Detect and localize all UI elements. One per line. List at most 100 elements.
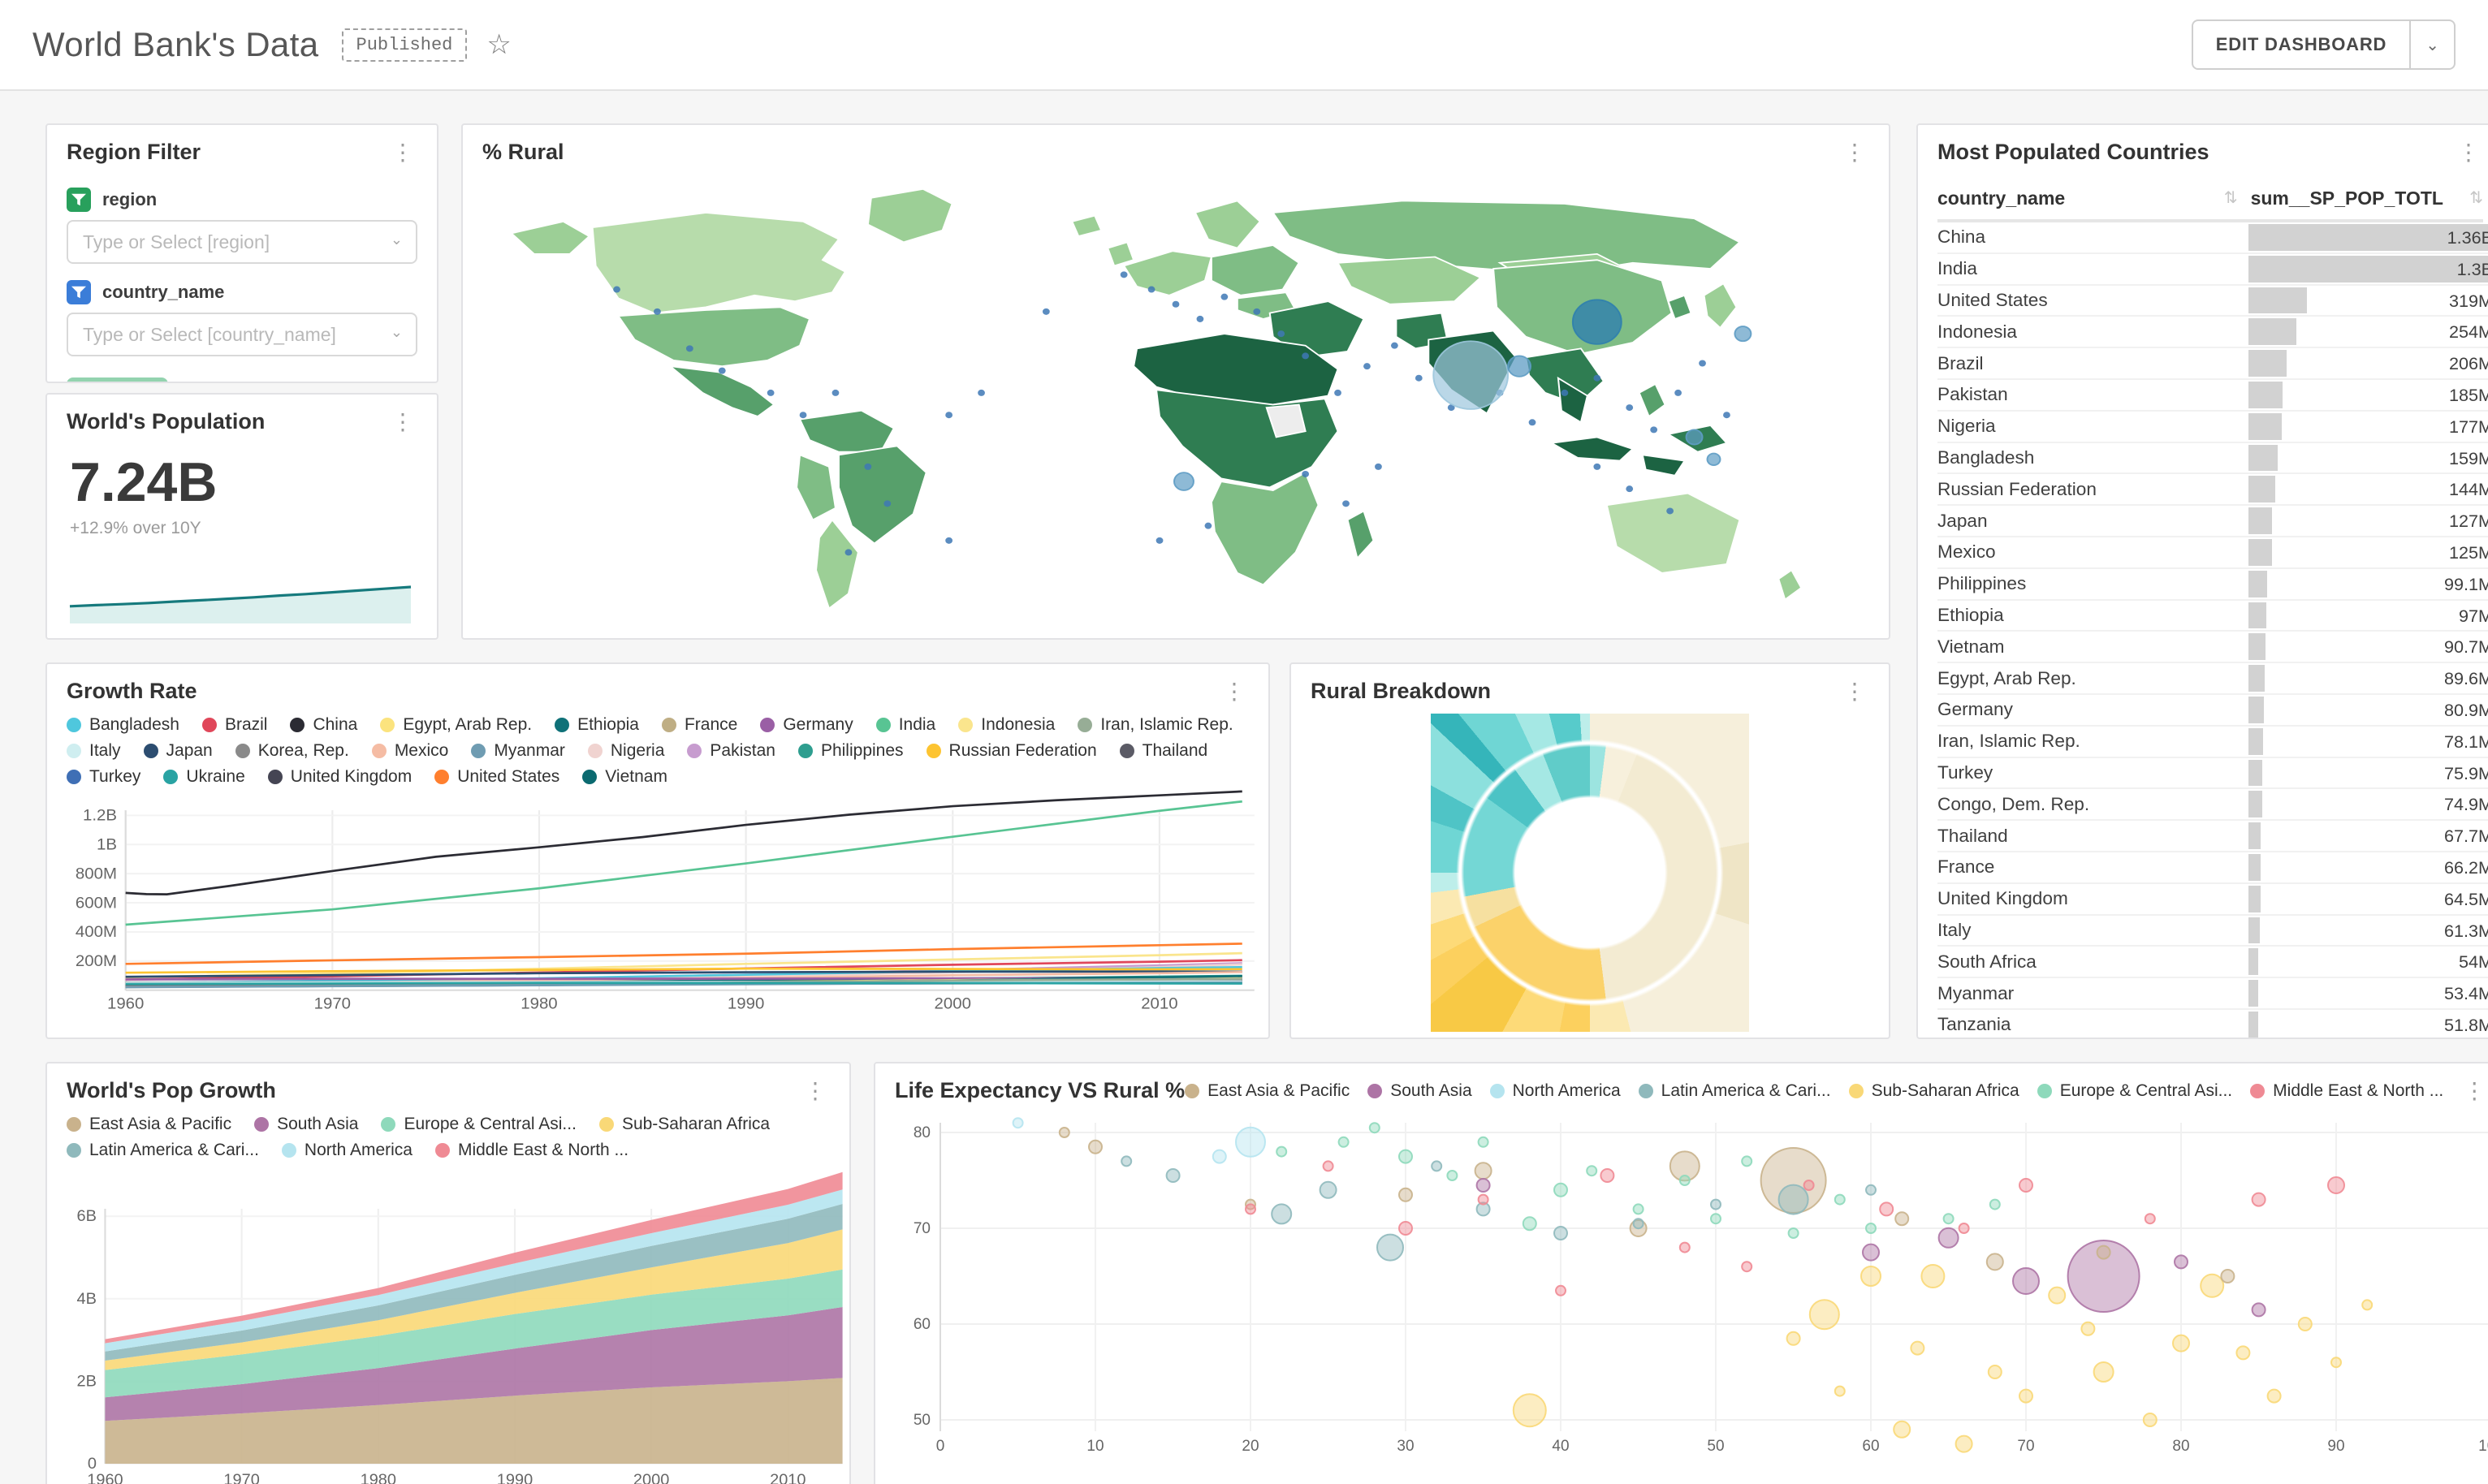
table-row[interactable]: Bangladesh 159M: [1937, 443, 2488, 475]
legend-item[interactable]: Italy: [67, 741, 121, 761]
country-select-input[interactable]: [67, 313, 417, 356]
legend-item[interactable]: Egypt, Arab Rep.: [380, 715, 532, 735]
table-row[interactable]: France 66.2M: [1937, 852, 2488, 884]
table-row[interactable]: Italy 61.3M: [1937, 916, 2488, 947]
legend-item[interactable]: Middle East & North ...: [434, 1141, 628, 1160]
table-row[interactable]: China 1.36B: [1937, 222, 2488, 254]
legend-item[interactable]: Sub-Saharan Africa: [598, 1115, 770, 1134]
table-row[interactable]: Ethiopia 97M: [1937, 601, 2488, 632]
legend-item[interactable]: France: [661, 715, 737, 735]
kebab-menu-icon[interactable]: ⋮: [1843, 678, 1866, 704]
table-row[interactable]: India 1.3B: [1937, 254, 2488, 286]
top-countries-title: Most Populated Countries: [1937, 140, 2209, 164]
column-header-population[interactable]: sum__SP_POP_TOTL ⇅: [2251, 188, 2483, 209]
legend-item[interactable]: East Asia & Pacific: [67, 1115, 231, 1134]
legend-item[interactable]: North America: [281, 1141, 413, 1160]
value-bar: [2248, 350, 2287, 377]
table-row[interactable]: Egypt, Arab Rep. 89.6M: [1937, 663, 2488, 695]
kebab-menu-icon[interactable]: ⋮: [804, 1077, 827, 1103]
population-cell: 61.3M: [2248, 916, 2488, 946]
legend-item[interactable]: China: [290, 715, 357, 735]
table-row[interactable]: Nigeria 177M: [1937, 412, 2488, 443]
legend-item[interactable]: United States: [434, 767, 559, 787]
legend-item[interactable]: Brazil: [201, 715, 267, 735]
legend-item[interactable]: Russian Federation: [926, 741, 1097, 761]
edit-dashboard-caret-button[interactable]: ⌄: [2411, 19, 2456, 70]
kebab-menu-icon[interactable]: ⋮: [2457, 139, 2480, 165]
table-row[interactable]: Russian Federation 144M: [1937, 474, 2488, 507]
legend-item[interactable]: Korea, Rep.: [235, 741, 349, 761]
legend-item[interactable]: Myanmar: [471, 741, 565, 761]
legend-item[interactable]: Latin America & Cari...: [67, 1141, 259, 1160]
legend-item[interactable]: Nigeria: [587, 741, 664, 761]
table-row[interactable]: Philippines 99.1M: [1937, 569, 2488, 601]
legend-item[interactable]: Latin America & Cari...: [1638, 1081, 1831, 1101]
kebab-menu-icon[interactable]: ⋮: [1223, 678, 1246, 704]
sort-icon[interactable]: ⇅: [2469, 189, 2483, 207]
legend-item[interactable]: Japan: [143, 741, 213, 761]
table-row[interactable]: United Kingdom 64.5M: [1937, 884, 2488, 916]
legend-item[interactable]: North America: [1489, 1081, 1621, 1101]
kebab-menu-icon[interactable]: ⋮: [1843, 139, 1866, 165]
population-cell: 78.1M: [2248, 727, 2488, 757]
legend-item[interactable]: Ukraine: [163, 767, 245, 787]
table-row[interactable]: Iran, Islamic Rep. 78.1M: [1937, 727, 2488, 758]
population-sparkline: [69, 585, 412, 623]
region-select-input[interactable]: [67, 220, 417, 264]
legend-item[interactable]: Germany: [760, 715, 853, 735]
legend-item[interactable]: South Asia: [254, 1115, 358, 1134]
legend-item[interactable]: Thailand: [1119, 741, 1207, 761]
table-row[interactable]: Mexico 125M: [1937, 537, 2488, 569]
kebab-menu-icon[interactable]: ⋮: [391, 408, 414, 434]
table-row[interactable]: Pakistan 185M: [1937, 380, 2488, 412]
edit-dashboard-button[interactable]: EDIT DASHBOARD: [2191, 19, 2412, 70]
table-row[interactable]: Vietnam 90.7M: [1937, 632, 2488, 664]
legend-label: China: [313, 715, 358, 734]
legend-item[interactable]: Philippines: [797, 741, 904, 761]
legend-item[interactable]: India: [875, 715, 935, 735]
legend-item[interactable]: Turkey: [67, 767, 140, 787]
table-row[interactable]: Myanmar 53.4M: [1937, 978, 2488, 1010]
table-row[interactable]: United States 319M: [1937, 286, 2488, 317]
legend-item[interactable]: Europe & Central Asi...: [2037, 1081, 2232, 1101]
legend-item[interactable]: United Kingdom: [267, 767, 412, 787]
legend-item[interactable]: Pakistan: [687, 741, 775, 761]
table-row[interactable]: Indonesia 254M: [1937, 317, 2488, 349]
table-row[interactable]: Germany 80.9M: [1937, 695, 2488, 727]
legend-item[interactable]: Indonesia: [958, 715, 1055, 735]
population-value: 54M: [2458, 951, 2488, 973]
table-row[interactable]: Tanzania 51.8M: [1937, 1010, 2488, 1038]
legend-item[interactable]: Mexico: [371, 741, 448, 761]
legend-item[interactable]: Sub-Saharan Africa: [1848, 1081, 2019, 1101]
legend-item[interactable]: Middle East & North ...: [2250, 1081, 2443, 1101]
legend-item[interactable]: Iran, Islamic Rep.: [1078, 715, 1233, 735]
table-row[interactable]: Thailand 67.7M: [1937, 821, 2488, 852]
legend-dot: [1848, 1083, 1864, 1098]
table-row[interactable]: Brazil 206M: [1937, 348, 2488, 380]
favorite-star-icon[interactable]: ☆: [486, 29, 512, 60]
legend-label: Ukraine: [186, 767, 245, 786]
legend-item[interactable]: Vietnam: [582, 767, 667, 787]
kebab-menu-icon[interactable]: ⋮: [2463, 1077, 2486, 1103]
svg-text:2B: 2B: [77, 1373, 97, 1390]
legend-item[interactable]: Europe & Central Asi...: [381, 1115, 577, 1134]
world-map[interactable]: [463, 171, 1889, 629]
country-name-cell: Turkey: [1937, 761, 1993, 783]
column-header-country[interactable]: country_name ⇅: [1937, 188, 2251, 209]
region-select: ⌄: [67, 220, 417, 264]
legend-item[interactable]: Bangladesh: [67, 715, 179, 735]
legend-item[interactable]: East Asia & Pacific: [1185, 1081, 1350, 1101]
sort-icon[interactable]: ⇅: [2223, 189, 2238, 207]
published-badge[interactable]: Published: [341, 28, 468, 62]
legend-item[interactable]: South Asia: [1367, 1081, 1472, 1101]
table-row[interactable]: Turkey 75.9M: [1937, 758, 2488, 790]
kebab-menu-icon[interactable]: ⋮: [391, 139, 414, 165]
apply-button[interactable]: APPLY: [67, 377, 169, 382]
table-row[interactable]: South Africa 54M: [1937, 947, 2488, 979]
legend-item[interactable]: Ethiopia: [555, 715, 639, 735]
table-row[interactable]: Congo, Dem. Rep. 74.9M: [1937, 789, 2488, 822]
filter-icon: [67, 188, 91, 212]
rural-breakdown-donut[interactable]: [1431, 714, 1749, 1032]
legend-label: United States: [457, 767, 560, 786]
